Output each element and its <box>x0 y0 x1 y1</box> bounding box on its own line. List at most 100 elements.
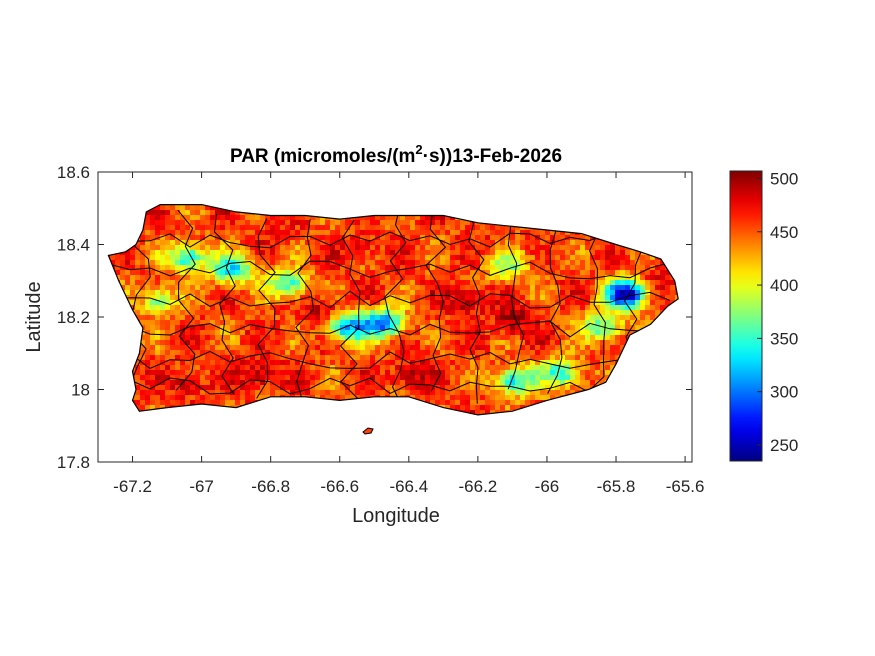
heat-cell <box>555 365 561 371</box>
heat-cell <box>585 240 591 246</box>
heat-cell <box>430 275 436 281</box>
heat-cell <box>455 340 461 346</box>
heat-cell <box>320 270 326 276</box>
heat-cell <box>200 330 206 336</box>
heat-cell <box>235 235 241 241</box>
heat-cell <box>265 380 271 386</box>
heat-cell <box>385 345 391 351</box>
heat-cell <box>465 265 471 271</box>
heat-cell <box>195 385 201 391</box>
heat-cell <box>325 305 331 311</box>
heat-cell <box>610 285 616 291</box>
heat-cell <box>230 215 236 221</box>
heat-cell <box>445 335 451 341</box>
heat-cell <box>320 230 326 236</box>
heat-cell <box>545 335 551 341</box>
heat-cell <box>495 315 501 321</box>
heat-cell <box>355 245 361 251</box>
heat-cell <box>505 365 511 371</box>
heat-cell <box>545 300 551 306</box>
heat-cell <box>640 295 646 301</box>
heat-cell <box>365 240 371 246</box>
heat-cell <box>545 380 551 386</box>
heat-cell <box>115 265 121 271</box>
heat-cell <box>225 400 231 406</box>
heat-cell <box>190 370 196 376</box>
heat-cell <box>530 235 536 241</box>
heat-cell <box>170 245 176 251</box>
heat-cell <box>465 395 471 401</box>
heat-cell <box>285 330 291 336</box>
heat-cell <box>515 395 521 401</box>
heat-cell <box>635 280 641 286</box>
heat-cell <box>385 310 391 316</box>
heat-cell <box>375 365 381 371</box>
heat-cell <box>120 275 126 281</box>
heat-cell <box>185 305 191 311</box>
heat-cell <box>240 220 246 226</box>
heat-cell <box>180 305 186 311</box>
heat-cell <box>540 295 546 301</box>
heat-cell <box>195 245 201 251</box>
heat-cell <box>310 345 316 351</box>
heat-cell <box>375 245 381 251</box>
heat-cell <box>515 250 521 256</box>
heat-cell <box>265 320 271 326</box>
heat-cell <box>575 285 581 291</box>
heat-cell <box>520 305 526 311</box>
heat-cell <box>200 270 206 276</box>
heat-cell <box>475 350 481 356</box>
heat-cell <box>165 390 171 396</box>
heat-cell <box>610 325 616 331</box>
heat-cell <box>500 390 506 396</box>
heat-cell <box>360 375 366 381</box>
heat-cell <box>510 260 516 266</box>
heat-cell <box>290 295 296 301</box>
heat-cell <box>480 245 486 251</box>
heat-cell <box>330 255 336 261</box>
heat-cell <box>145 290 151 296</box>
heat-cell <box>405 260 411 266</box>
heat-cell <box>445 350 451 356</box>
heat-cell <box>250 350 256 356</box>
heat-cell <box>200 205 206 211</box>
heat-cell <box>300 260 306 266</box>
heat-cell <box>410 285 416 291</box>
heat-cell <box>220 280 226 286</box>
heat-cell <box>555 380 561 386</box>
heat-cell <box>285 275 291 281</box>
heat-cell <box>250 320 256 326</box>
heat-cell <box>290 375 296 381</box>
heat-cell <box>550 310 556 316</box>
heat-cell <box>405 385 411 391</box>
heat-cell <box>285 310 291 316</box>
heat-cell <box>475 395 481 401</box>
heat-cell <box>610 275 616 281</box>
heat-cell <box>500 290 506 296</box>
heat-cell <box>360 385 366 391</box>
heat-cell <box>260 325 266 331</box>
heat-cell <box>375 385 381 391</box>
heat-cell <box>310 230 316 236</box>
heat-cell <box>230 350 236 356</box>
heat-cell <box>170 395 176 401</box>
heat-cell <box>260 275 266 281</box>
heat-cell <box>565 305 571 311</box>
heat-cell <box>415 220 421 226</box>
heat-cell <box>535 285 541 291</box>
heat-cell <box>150 240 156 246</box>
heat-cell <box>440 340 446 346</box>
heat-cell <box>190 280 196 286</box>
heat-cell <box>450 375 456 381</box>
heat-cell <box>200 360 206 366</box>
heat-cell <box>665 285 671 291</box>
heat-cell <box>590 235 596 241</box>
heat-cell <box>405 360 411 366</box>
heat-cell <box>235 350 241 356</box>
heat-cell <box>305 370 311 376</box>
heat-cell <box>410 305 416 311</box>
heat-cell <box>325 250 331 256</box>
heat-cell <box>525 270 531 276</box>
heat-cell <box>490 315 496 321</box>
heat-cell <box>180 335 186 341</box>
